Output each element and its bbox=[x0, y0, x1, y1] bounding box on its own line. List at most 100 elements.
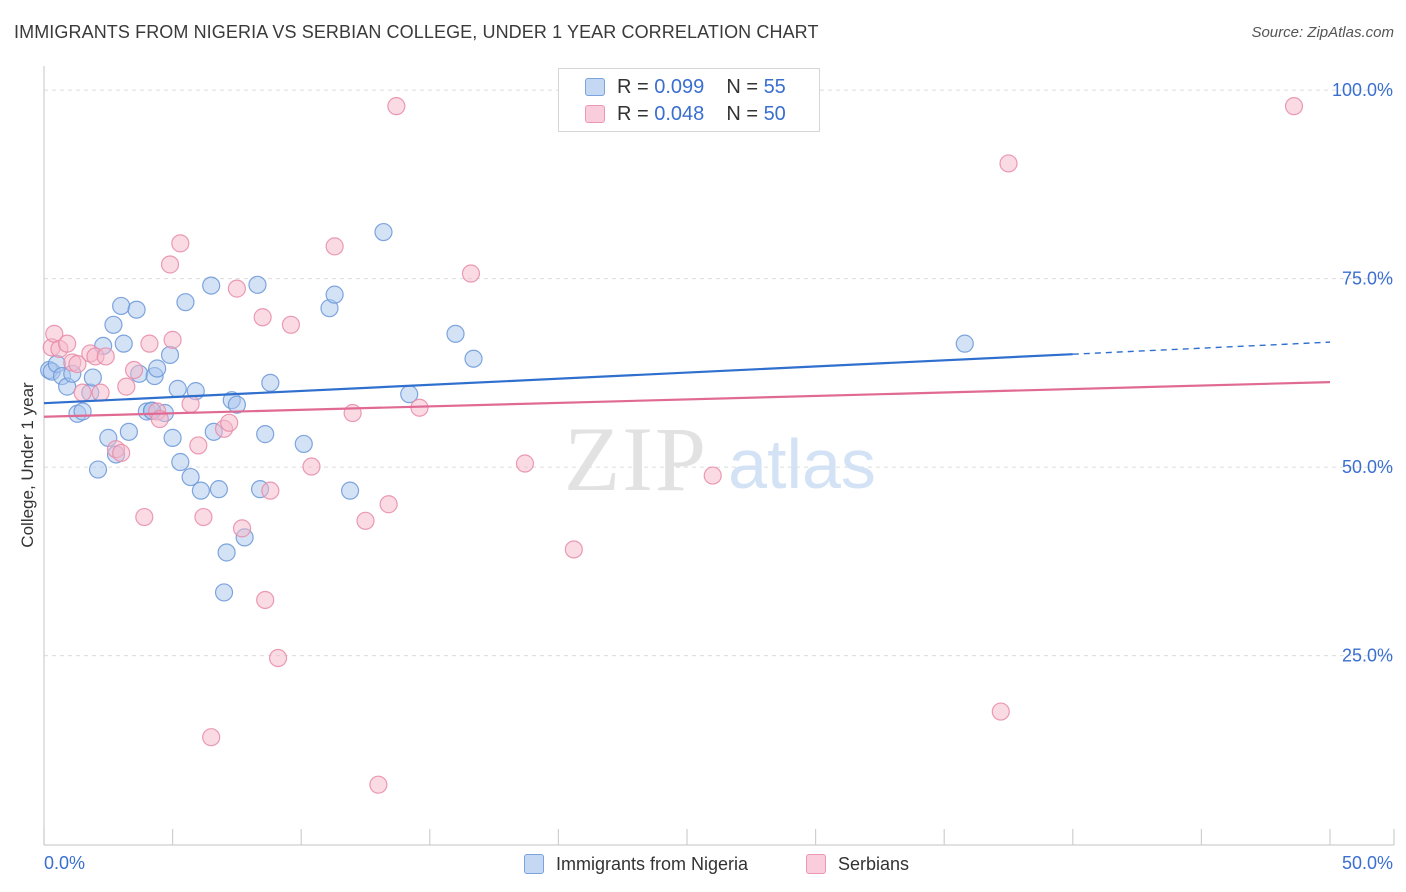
y-tick-label: 25.0% bbox=[1342, 646, 1393, 666]
point-serbians bbox=[163, 330, 182, 349]
trend-line-serbians bbox=[43, 380, 1331, 418]
point-serbians bbox=[232, 519, 252, 538]
legend-n-label: N = bbox=[726, 75, 764, 98]
point-nigeria bbox=[325, 285, 344, 304]
point-serbians bbox=[515, 454, 535, 473]
point-nigeria bbox=[112, 296, 131, 316]
bottom-legend-serbians: Serbians bbox=[806, 852, 909, 876]
point-nigeria bbox=[248, 275, 267, 294]
point-serbians bbox=[181, 394, 200, 414]
point-nigeria bbox=[191, 481, 210, 500]
legend-r-value-nigeria: 0.099 bbox=[654, 75, 705, 98]
point-serbians bbox=[227, 279, 246, 298]
point-nigeria bbox=[104, 315, 123, 334]
point-serbians bbox=[999, 154, 1018, 173]
point-nigeria bbox=[114, 334, 133, 353]
point-nigeria bbox=[340, 481, 360, 500]
point-serbians bbox=[194, 507, 213, 527]
point-nigeria bbox=[127, 300, 146, 319]
point-nigeria bbox=[209, 480, 228, 499]
point-serbians bbox=[91, 383, 110, 402]
x-tick-label: 50.0% bbox=[1342, 853, 1393, 873]
point-nigeria bbox=[148, 359, 167, 378]
y-tick-label: 75.0% bbox=[1342, 269, 1393, 289]
point-serbians bbox=[117, 377, 136, 396]
bottom-legend-label-serbians: Serbians bbox=[838, 853, 910, 874]
correlation-legend: R = 0.099 N = 55 R = 0.048 N = 50 bbox=[558, 68, 820, 132]
gridlines bbox=[44, 89, 1394, 657]
point-nigeria bbox=[73, 402, 92, 421]
point-serbians bbox=[256, 590, 275, 610]
tick-labels: 25.0% 50.0% 75.0% 100.0% 0.0% 50.0% bbox=[44, 80, 1393, 873]
legend-n-label: N = bbox=[726, 102, 764, 125]
point-serbians bbox=[1284, 97, 1304, 116]
point-serbians bbox=[202, 728, 221, 747]
point-nigeria bbox=[83, 368, 102, 387]
point-serbians bbox=[135, 507, 154, 527]
point-serbians bbox=[124, 360, 144, 380]
point-serbians bbox=[140, 334, 159, 353]
legend-n-value-nigeria: 55 bbox=[763, 75, 786, 98]
point-serbians bbox=[703, 466, 722, 485]
point-nigeria bbox=[163, 428, 182, 447]
legend-n-value-serbians: 50 bbox=[763, 102, 786, 125]
point-serbians bbox=[160, 255, 180, 274]
legend-row-serbians: R = 0.048 N = 50 bbox=[585, 102, 786, 126]
point-nigeria bbox=[176, 293, 195, 312]
point-serbians bbox=[112, 443, 131, 463]
legend-swatch-nigeria bbox=[585, 78, 605, 96]
point-nigeria bbox=[374, 222, 393, 242]
point-nigeria bbox=[88, 460, 108, 479]
point-nigeria bbox=[119, 422, 138, 441]
bottom-legend-label-nigeria: Immigrants from Nigeria bbox=[556, 853, 749, 874]
point-serbians bbox=[343, 403, 362, 423]
y-axis-label: College, Under 1 year bbox=[18, 382, 37, 548]
point-nigeria bbox=[294, 434, 313, 454]
point-serbians bbox=[302, 457, 321, 476]
point-serbians bbox=[220, 413, 239, 432]
point-serbians bbox=[281, 315, 301, 334]
point-nigeria bbox=[227, 395, 246, 414]
legend-r-value-serbians: 0.048 bbox=[654, 102, 705, 125]
point-nigeria bbox=[202, 276, 221, 295]
point-serbians bbox=[73, 383, 92, 402]
series-serbians bbox=[42, 97, 1304, 794]
point-nigeria bbox=[955, 334, 974, 353]
point-serbians bbox=[96, 347, 115, 366]
point-nigeria bbox=[171, 452, 190, 472]
legend-r-label: R = bbox=[617, 102, 655, 125]
point-serbians bbox=[564, 540, 583, 559]
watermark-atlas: atlas bbox=[728, 425, 876, 503]
watermark: ZIP atlas bbox=[564, 408, 876, 510]
point-nigeria bbox=[217, 543, 236, 562]
point-serbians bbox=[387, 97, 406, 116]
point-serbians bbox=[261, 481, 280, 500]
bottom-legend-swatch-serbians bbox=[806, 854, 826, 874]
axes bbox=[43, 66, 1395, 846]
point-serbians bbox=[171, 234, 190, 253]
point-serbians bbox=[991, 702, 1010, 721]
point-nigeria bbox=[214, 583, 234, 602]
point-nigeria bbox=[256, 425, 275, 444]
point-serbians bbox=[379, 495, 398, 514]
point-serbians bbox=[356, 511, 375, 530]
point-serbians bbox=[325, 237, 344, 256]
point-serbians bbox=[58, 334, 77, 353]
trend-line-nigeria bbox=[43, 353, 1073, 405]
watermark-zip: ZIP bbox=[564, 408, 708, 510]
point-serbians bbox=[369, 775, 388, 794]
trend-line-nigeria-extension bbox=[1072, 341, 1331, 355]
x-tick-label: 0.0% bbox=[44, 853, 85, 873]
bottom-legend-swatch-nigeria bbox=[524, 854, 544, 874]
bottom-legend-nigeria: Immigrants from Nigeria bbox=[524, 852, 748, 876]
point-nigeria bbox=[160, 345, 180, 365]
point-serbians bbox=[253, 308, 272, 327]
y-tick-label: 50.0% bbox=[1342, 457, 1393, 477]
point-serbians bbox=[189, 436, 208, 455]
source-label: Source: ZipAtlas.com bbox=[1251, 24, 1394, 41]
point-serbians bbox=[268, 648, 288, 668]
point-serbians bbox=[68, 354, 87, 374]
trend-lines bbox=[43, 341, 1331, 418]
y-tick-label: 100.0% bbox=[1332, 80, 1393, 100]
point-nigeria bbox=[181, 467, 200, 487]
